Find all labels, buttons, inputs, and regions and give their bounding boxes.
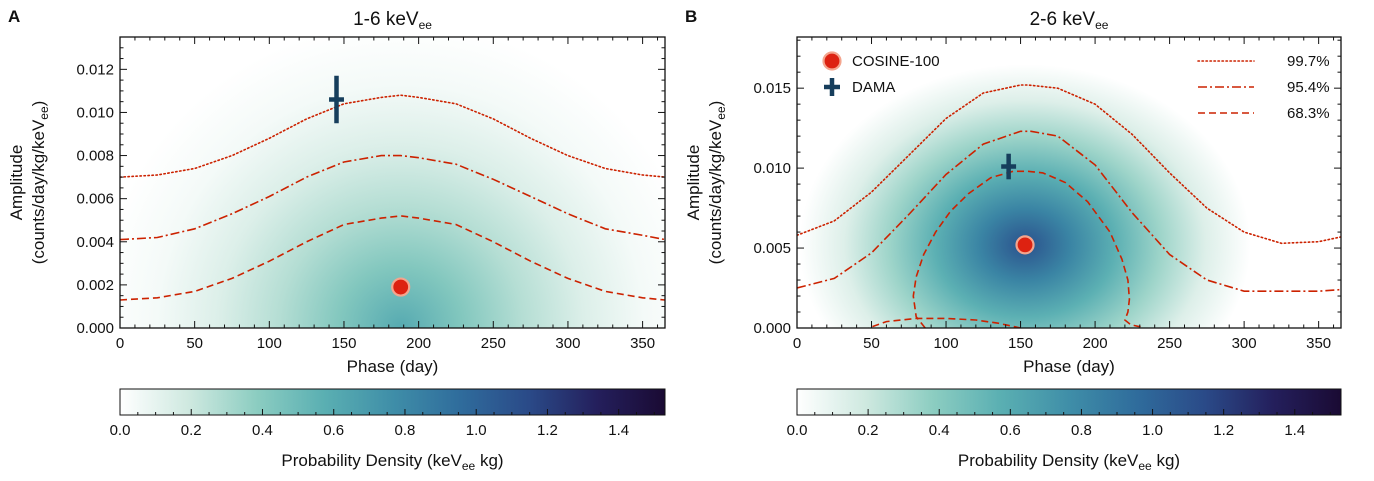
panel-letter: B — [685, 7, 697, 26]
colorbar-tick-label: 1.4 — [1284, 422, 1305, 439]
colorbar-tick-label: 0.6 — [1000, 422, 1021, 439]
contour-997 — [797, 84, 1341, 245]
colorbar-tick-label: 0.4 — [252, 422, 273, 439]
panel-title: 2-6 keVee — [1030, 9, 1109, 32]
colorbar-rect — [119, 388, 666, 416]
x-tick-label: 350 — [1306, 335, 1331, 352]
contour-954 — [797, 130, 1341, 292]
x-tick-label: 300 — [1232, 335, 1257, 352]
x-tick-label: 50 — [863, 335, 880, 352]
legend-line-label: 99.7% — [1287, 53, 1330, 70]
cosine-100-marker — [391, 277, 411, 297]
y-tick-label: 0.006 — [76, 191, 114, 208]
density-map — [797, 37, 1341, 328]
contour-extra-3 — [868, 317, 1021, 328]
x-axis-label: Phase (day) — [347, 357, 439, 376]
colorbar-rect — [796, 388, 1342, 416]
x-tick-label: 0 — [793, 335, 801, 352]
colorbar-tick-label: 1.0 — [466, 422, 487, 439]
contour-997 — [120, 94, 665, 178]
contour-954 — [120, 154, 665, 241]
y-tick-label: 0.002 — [76, 277, 114, 294]
colorbar-tick-label: 0.2 — [858, 422, 879, 439]
y-tick-label: 0.015 — [753, 80, 791, 97]
colorbar-tick-label: 1.4 — [608, 422, 629, 439]
colorbar-tick-label: 0.8 — [395, 422, 416, 439]
colorbar-tick-label: 1.0 — [1142, 422, 1163, 439]
y-axis-label-line1: Amplitude — [684, 145, 703, 221]
colorbar-tick-label: 0.4 — [929, 422, 950, 439]
colorbar-tick-label: 0.2 — [181, 422, 202, 439]
colorbar-tick-label: 0.6 — [323, 422, 344, 439]
colorbar-tick-label: 0.8 — [1071, 422, 1092, 439]
legend-line-label: 95.4% — [1287, 79, 1330, 96]
x-tick-label: 0 — [116, 335, 124, 352]
x-axis-label: Phase (day) — [1023, 357, 1115, 376]
colorbar-tick-label: 1.2 — [1213, 422, 1234, 439]
x-tick-label: 250 — [1157, 335, 1182, 352]
colorbar: 0.0 0.2 0.4 0.6 0.8 1.0 1.2 1.4 Probability Dens… — [110, 388, 666, 473]
plot-area — [120, 37, 665, 328]
x-tick-label: 200 — [1083, 335, 1108, 352]
panel-b: 0 50 100 150 200 250 300 3500.0000.0050.0100.01… — [684, 7, 1342, 473]
colorbar-tick-label: 1.2 — [537, 422, 558, 439]
colorbar-label: Probability Density (keVee kg) — [281, 451, 503, 473]
legend: COSINE-100 DAMA 99.7% 95.4% 68.3% — [822, 51, 1330, 122]
y-tick-label: 0.008 — [76, 148, 114, 165]
x-tick-label: 150 — [1008, 335, 1033, 352]
x-tick-label: 250 — [481, 335, 506, 352]
y-axis-label-line1: Amplitude — [7, 145, 26, 221]
colorbar-tick-label: 0.0 — [110, 422, 131, 439]
x-tick-label: 350 — [630, 335, 655, 352]
colorbar: 0.0 0.2 0.4 0.6 0.8 1.0 1.2 1.4 Probability Dens… — [787, 388, 1342, 473]
y-tick-label: 0.000 — [753, 320, 791, 337]
y-tick-label: 0.010 — [76, 104, 114, 121]
y-axis-label-line2: (counts/day/kg/keVee) — [29, 101, 51, 265]
plot-area — [797, 37, 1341, 328]
y-axis-label-line2: (counts/day/kg/keVee) — [706, 101, 728, 265]
x-tick-label: 200 — [406, 335, 431, 352]
y-tick-label: 0.012 — [76, 61, 114, 78]
x-tick-label: 50 — [186, 335, 203, 352]
x-tick-label: 300 — [555, 335, 580, 352]
legend-line-label: 68.3% — [1287, 105, 1330, 122]
density-map — [120, 37, 665, 328]
cosine-100-marker — [1015, 235, 1035, 255]
legend-label: DAMA — [852, 79, 895, 96]
x-tick-label: 100 — [934, 335, 959, 352]
colorbar-label: Probability Density (keVee kg) — [958, 451, 1180, 473]
y-tick-label: 0.000 — [76, 320, 114, 337]
x-tick-label: 150 — [331, 335, 356, 352]
y-tick-label: 0.005 — [753, 240, 791, 257]
plot-frame — [796, 36, 1342, 329]
panel-a: 0 50 100 150 200 250 300 3500.0000.0020.0040.00… — [7, 7, 666, 473]
panel-title: 1-6 keVee — [353, 9, 432, 32]
panel-letter: A — [8, 7, 20, 26]
colorbar-tick-label: 0.0 — [787, 422, 808, 439]
legend-cosine-marker — [822, 51, 842, 71]
y-tick-label: 0.010 — [753, 160, 791, 177]
legend-label: COSINE-100 — [852, 53, 940, 70]
contour-683 — [120, 215, 665, 301]
y-tick-label: 0.004 — [76, 234, 114, 251]
plot-frame — [119, 36, 666, 329]
contour-683 — [912, 170, 1144, 328]
x-tick-label: 100 — [257, 335, 282, 352]
